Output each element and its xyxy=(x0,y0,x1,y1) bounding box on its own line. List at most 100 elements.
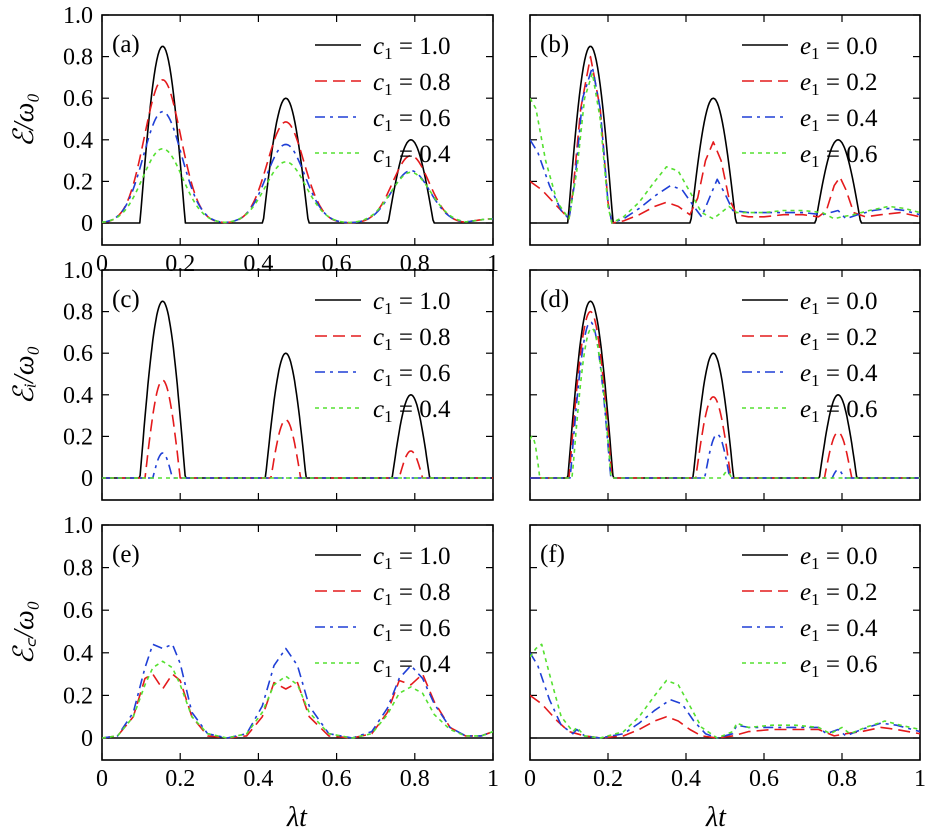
y-tick-label: 0 xyxy=(81,211,93,237)
legend: c1 = 1.0 c1 = 0.8 c1 = 0.6 c1 = 0.4 xyxy=(315,33,451,171)
x-tick-label: 0.2 xyxy=(593,766,623,792)
y-tick-label: 0 xyxy=(81,726,93,752)
y-tick-label: 0.6 xyxy=(63,86,93,112)
series-line-c1-0.4 xyxy=(102,660,493,739)
series-line-e1-0.6 xyxy=(530,327,920,479)
legend-entry: c1 = 0.8 xyxy=(373,579,450,609)
series-line-e1-0.4 xyxy=(530,652,920,739)
legend-entry: e1 = 0.0 xyxy=(800,288,877,318)
plot-frame xyxy=(529,14,921,246)
panel-label: (d) xyxy=(540,286,569,313)
y-tick-label: 0.8 xyxy=(63,300,93,326)
series-line-c1-0.6 xyxy=(102,643,493,739)
legend-entry: e1 = 0.2 xyxy=(800,579,877,609)
legend-entry: e1 = 0.6 xyxy=(800,141,877,171)
panel-label: (b) xyxy=(540,31,569,58)
x-tick-label: 0 xyxy=(524,766,536,792)
plot-frame xyxy=(101,524,494,761)
legend-entry: c1 = 0.4 xyxy=(373,396,451,426)
legend-entry: e1 = 0.4 xyxy=(800,615,878,645)
panel-label: (a) xyxy=(112,31,140,58)
panel-c: 0 0.2 0.4 0.6 0.8 1.0 ℰᵢ/ω₀ (c) c1 = 1.0 c1 = 0.8… xyxy=(9,258,494,501)
y-tick-label: 1.0 xyxy=(63,258,93,284)
legend-entry: e1 = 0.0 xyxy=(800,33,877,63)
x-tick-label: 0.6 xyxy=(749,766,779,792)
legend-entry: e1 = 0.4 xyxy=(800,360,878,390)
x-axis-title-right: λt xyxy=(705,802,727,833)
legend: e1 = 0.0 e1 = 0.2 e1 = 0.4 e1 = 0.6 xyxy=(742,288,878,426)
y-tick-label: 0.6 xyxy=(63,598,93,624)
legend-entry: e1 = 0.2 xyxy=(800,324,877,354)
plot-frame xyxy=(101,14,494,246)
legend-entry: e1 = 0.4 xyxy=(800,105,878,135)
series-line-e1-0.0 xyxy=(530,45,920,224)
series-line-e1-0.2 xyxy=(530,310,920,479)
y-tick-label: 0.2 xyxy=(63,169,93,195)
series-line-c1-0.8 xyxy=(102,673,493,739)
y-tick-label: 1.0 xyxy=(63,513,93,539)
y-axis-title: ℰ꜀/ω₀ xyxy=(9,601,40,665)
series-line-c1-0.4 xyxy=(102,148,493,224)
panel-label: (e) xyxy=(112,541,140,568)
panel-f: 0 0.2 0.4 0.6 0.8 1(f) e1 = 0.0e1 = 0.2e1 = 0.… xyxy=(524,524,926,792)
legend-entry: c1 = 0.6 xyxy=(373,105,450,135)
y-tick-label: 0.2 xyxy=(63,683,93,709)
series-line-e1-0.2 xyxy=(530,694,920,739)
panel-b: (b) e1 = 0.0 e1 = 0.2 e1 = 0.4 e1 = 0.6 xyxy=(529,14,921,246)
panel-label: (c) xyxy=(112,286,140,313)
series-line-e1-0.0 xyxy=(530,300,920,479)
series-line-c1-0.8 xyxy=(102,379,493,479)
legend-entry: c1 = 0.6 xyxy=(373,615,450,645)
plot-frame xyxy=(101,269,494,501)
legend-entry: c1 = 1.0 xyxy=(373,33,450,63)
series-line-e1-0.2 xyxy=(530,55,920,224)
legend-entry: c1 = 0.6 xyxy=(373,360,450,390)
x-tick-label: 0.4 xyxy=(671,766,701,792)
legend-entry: c1 = 0.4 xyxy=(373,651,451,681)
x-tick-label: 0 xyxy=(96,766,108,792)
legend: e1 = 0.0 e1 = 0.2 e1 = 0.4 e1 = 0.6 xyxy=(742,33,878,171)
x-tick-label: 0.6 xyxy=(322,766,352,792)
y-tick-label: 0.2 xyxy=(63,424,93,450)
legend-entry: e1 = 0.2 xyxy=(800,69,877,99)
legend: e1 = 0.0 e1 = 0.2 e1 = 0.4 e1 = 0.6 xyxy=(742,543,878,681)
legend: c1 = 1.0 c1 = 0.8 c1 = 0.6 c1 = 0.4 xyxy=(315,543,451,681)
y-tick-label: 0.6 xyxy=(63,341,93,367)
legend: c1 = 1.0 c1 = 0.8 c1 = 0.6 c1 = 0.4 xyxy=(315,288,451,426)
legend-entry: e1 = 0.6 xyxy=(800,651,877,681)
legend-entry: c1 = 1.0 xyxy=(373,543,450,573)
legend-entry: c1 = 1.0 xyxy=(373,288,450,318)
legend-entry: c1 = 0.4 xyxy=(373,141,451,171)
x-tick-label: 0.4 xyxy=(243,766,273,792)
x-tick-label: 0.2 xyxy=(165,766,195,792)
panel-d: (d) e1 = 0.0 e1 = 0.2 e1 = 0.4 e1 = 0.6 xyxy=(529,269,921,501)
x-tick-label: 0.8 xyxy=(827,766,857,792)
series-line-c1-0.8 xyxy=(102,79,493,224)
y-tick-label: 0.4 xyxy=(63,383,93,409)
legend-entry: e1 = 0.0 xyxy=(800,543,877,573)
y-tick-label: 0 xyxy=(81,466,93,492)
panel-a: 0 0.2 0.4 0.6 0.8 100.20.40.60.81.0ℰ/ω₀(a) c1 … xyxy=(9,3,499,277)
series-line-c1-1.0 xyxy=(102,300,493,479)
y-axis-title: ℰ/ω₀ xyxy=(9,93,40,147)
legend-entry: c1 = 0.8 xyxy=(373,324,450,354)
x-tick-label: 0.8 xyxy=(400,766,430,792)
y-tick-label: 0.4 xyxy=(63,128,93,154)
legend-entry: e1 = 0.6 xyxy=(800,396,877,426)
panel-label: (f) xyxy=(540,541,565,568)
y-tick-label: 0.8 xyxy=(63,45,93,71)
x-tick-label: 1 xyxy=(914,766,926,792)
y-tick-label: 0.8 xyxy=(63,556,93,582)
x-tick-label: 1 xyxy=(487,766,499,792)
y-tick-label: 1.0 xyxy=(63,3,93,29)
panels-layer: 0 0.2 0.4 0.6 0.8 100.20.40.60.81.0ℰ/ω₀(a) c1 … xyxy=(9,3,926,792)
plot-frame xyxy=(529,524,921,761)
panel-e: 0 0.2 0.4 0.6 0.8 1 0 0.2 0.4 0.6 0.8 1.0 ℰ꜀/ω₀ (e) c1… xyxy=(9,513,499,792)
series-line-e1-0.6 xyxy=(530,72,920,224)
x-axis-title-left: λt xyxy=(286,802,308,833)
series-line-c1-0.6 xyxy=(102,110,493,224)
plot-frame xyxy=(529,269,921,501)
legend-entry: c1 = 0.8 xyxy=(373,69,450,99)
y-tick-label: 0.4 xyxy=(63,641,93,667)
